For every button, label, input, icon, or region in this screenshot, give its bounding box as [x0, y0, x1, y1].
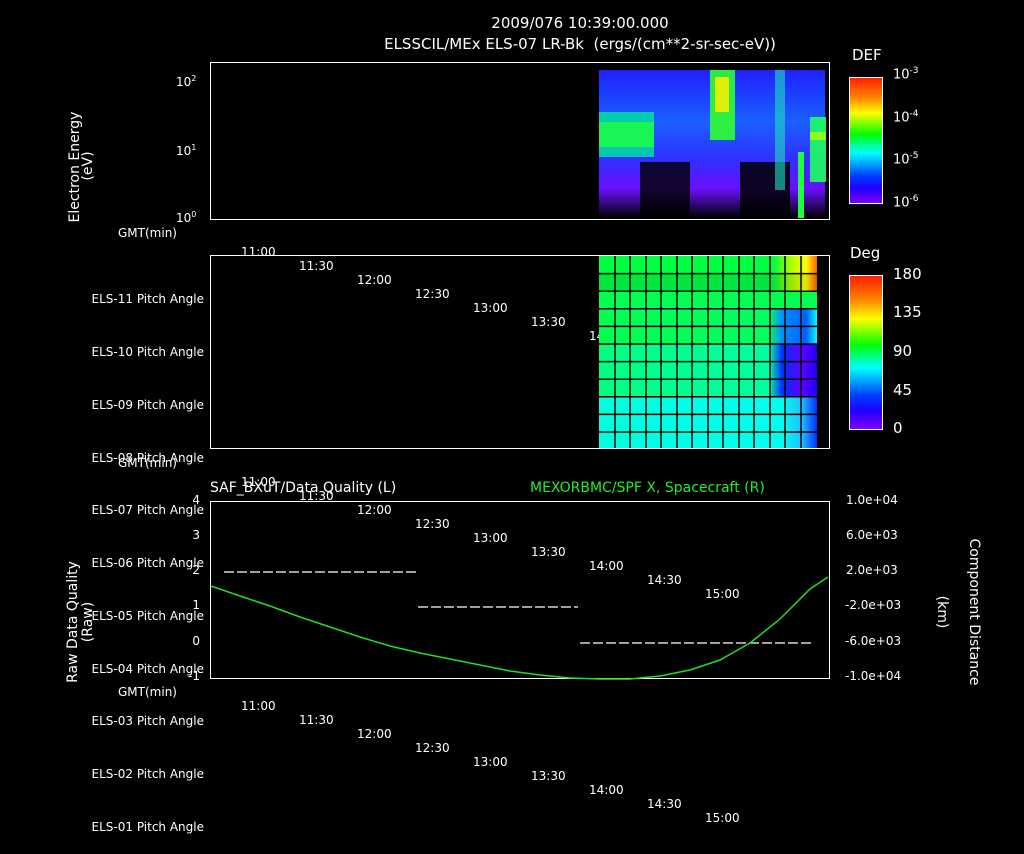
panel1-ylabel-unit: (eV)	[48, 126, 112, 206]
panel3-left-ticks: 4 3 2 1 0 -1	[188, 493, 200, 683]
row-label-els-10: ELS-10 Pitch Angle	[91, 344, 204, 359]
row-label-els-07: ELS-07 Pitch Angle	[91, 503, 204, 518]
panel2-colorbar	[849, 275, 883, 430]
spf-x-series	[210, 576, 829, 680]
panel2-colorbar-title: Deg	[850, 244, 881, 262]
panel1-ylabel-line2: (eV)	[80, 151, 96, 181]
panel1-colorbar	[849, 77, 883, 204]
panel1-ytick-10: 101	[176, 143, 197, 158]
panel1-cbar-tick-1e-4: 10-4	[893, 109, 919, 126]
panel1-colorbar-title: DEF	[852, 46, 882, 64]
panel3-left-ylabel-unit: (Raw)	[48, 587, 112, 657]
panel1-spectrogram	[599, 70, 826, 218]
panel2-cbar-tick-90: 90	[893, 342, 913, 360]
panel2-plot-area[interactable]	[210, 255, 830, 449]
panel2-pitch-grid	[599, 256, 817, 448]
panel3-plot-area[interactable]	[210, 501, 830, 680]
panel1-cbar-tick-1e-6: 10-6	[893, 194, 919, 211]
panel1-cbar-tick-1e-3: 10-3	[893, 66, 919, 83]
panel2-cbar-tick-135: 135	[893, 303, 922, 321]
panel3-right-ylabel-unit: (km)	[918, 582, 982, 642]
panel2-xticks: 11:00 11:30 12:00 12:30 13:00 13:30 14:0…	[241, 475, 740, 601]
panel3-left-title: SAF_BXuT/Data Quality (L)	[210, 480, 397, 496]
panel2-cbar-tick-45: 45	[893, 381, 913, 399]
row-label-els-08: ELS-08 Pitch Angle	[91, 450, 204, 465]
panel3-right-title: MEXORBMC/SPF X, Spacecraft (R)	[530, 480, 765, 496]
panel3-left-ylabel-line2: (Raw)	[80, 601, 96, 643]
plot-timestamp: 2009/076 10:39:00.000	[491, 14, 669, 32]
row-label-els-09: ELS-09 Pitch Angle	[91, 397, 204, 412]
row-label-els-11: ELS-11 Pitch Angle	[91, 292, 204, 307]
panel3-lines	[210, 571, 829, 680]
panel2-cbar-tick-0: 0	[893, 419, 903, 437]
panel3-right-ylabel-line2: (km)	[934, 595, 950, 629]
row-label-els-05: ELS-05 Pitch Angle	[91, 608, 204, 623]
panel1-ytick-100: 102	[176, 74, 197, 89]
row-label-els-04: ELS-04 Pitch Angle	[91, 661, 204, 676]
panel3-xaxis-label: GMT(min)	[118, 685, 177, 699]
panel1-plot-area[interactable]	[210, 62, 830, 220]
plot-subtitle: ELSSCIL/MEx ELS-07 LR-Bk (ergs/(cm**2-sr…	[384, 35, 776, 53]
panel2-cbar-tick-180: 180	[893, 265, 922, 283]
panel3-right-ticks: 1.0e+04 6.0e+03 2.0e+03 -2.0e+03 -6.0e+0…	[845, 493, 902, 683]
panel1-xaxis-label: GMT(min)	[118, 226, 177, 240]
panel3-xticks: 11:00 11:30 12:00 12:30 13:00 13:30 14:0…	[241, 699, 740, 825]
panel1-cbar-tick-1e-5: 10-5	[893, 151, 919, 168]
panel1-ytick-1: 100	[176, 210, 197, 225]
panel2-xaxis-label: GMT(min)	[118, 456, 177, 470]
data-quality-series	[224, 571, 814, 644]
row-label-els-06: ELS-06 Pitch Angle	[91, 556, 204, 571]
